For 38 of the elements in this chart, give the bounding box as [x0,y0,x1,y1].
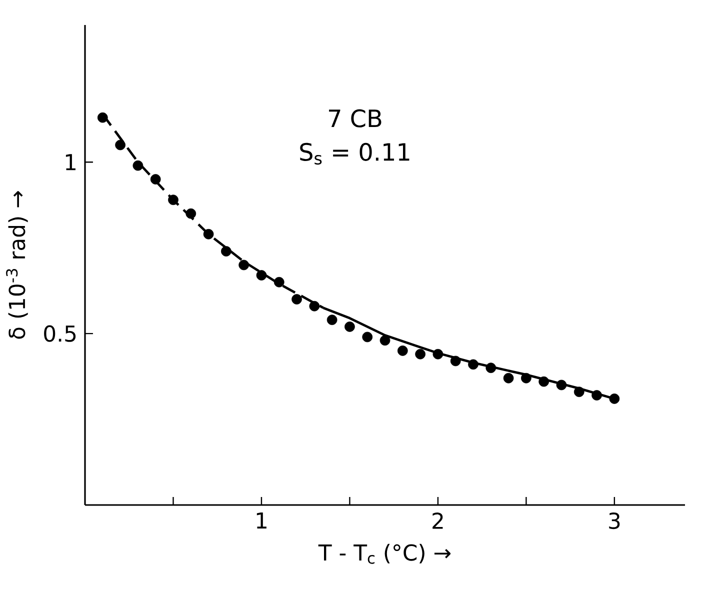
point [592,390,602,400]
x-tick-label: 1 [256,512,266,528]
point [292,294,302,304]
point [486,362,496,374]
point [309,300,320,312]
point [521,372,532,384]
point [274,276,284,288]
point [609,394,620,404]
point [203,228,214,240]
y-tick-label: 0.5 [44,325,76,342]
point [503,372,514,384]
point [538,376,550,387]
point [132,160,144,171]
point [256,270,267,280]
point [115,140,126,150]
point [415,348,426,360]
x-tick-label: 3 [609,512,620,530]
point [450,356,461,366]
point [186,208,196,219]
point [362,332,373,342]
point [380,335,390,346]
point [344,322,355,332]
point [168,194,178,206]
y-axis-title: δ (10$^{-3}$ rad) → [6,191,28,339]
annotation: S$_{s}$ = 0.11 [300,142,410,165]
point [397,346,408,356]
point [556,380,567,390]
point [432,348,444,360]
point [238,260,250,270]
x-axis-title: T - T$_{c}$ (°C) → [318,544,451,564]
point [97,112,108,123]
point [574,386,584,398]
x-tick-label: 2 [432,512,443,529]
point [326,314,338,326]
point [468,359,478,370]
point [220,246,232,256]
point [150,174,161,184]
annotation: 7 CB [329,109,382,128]
